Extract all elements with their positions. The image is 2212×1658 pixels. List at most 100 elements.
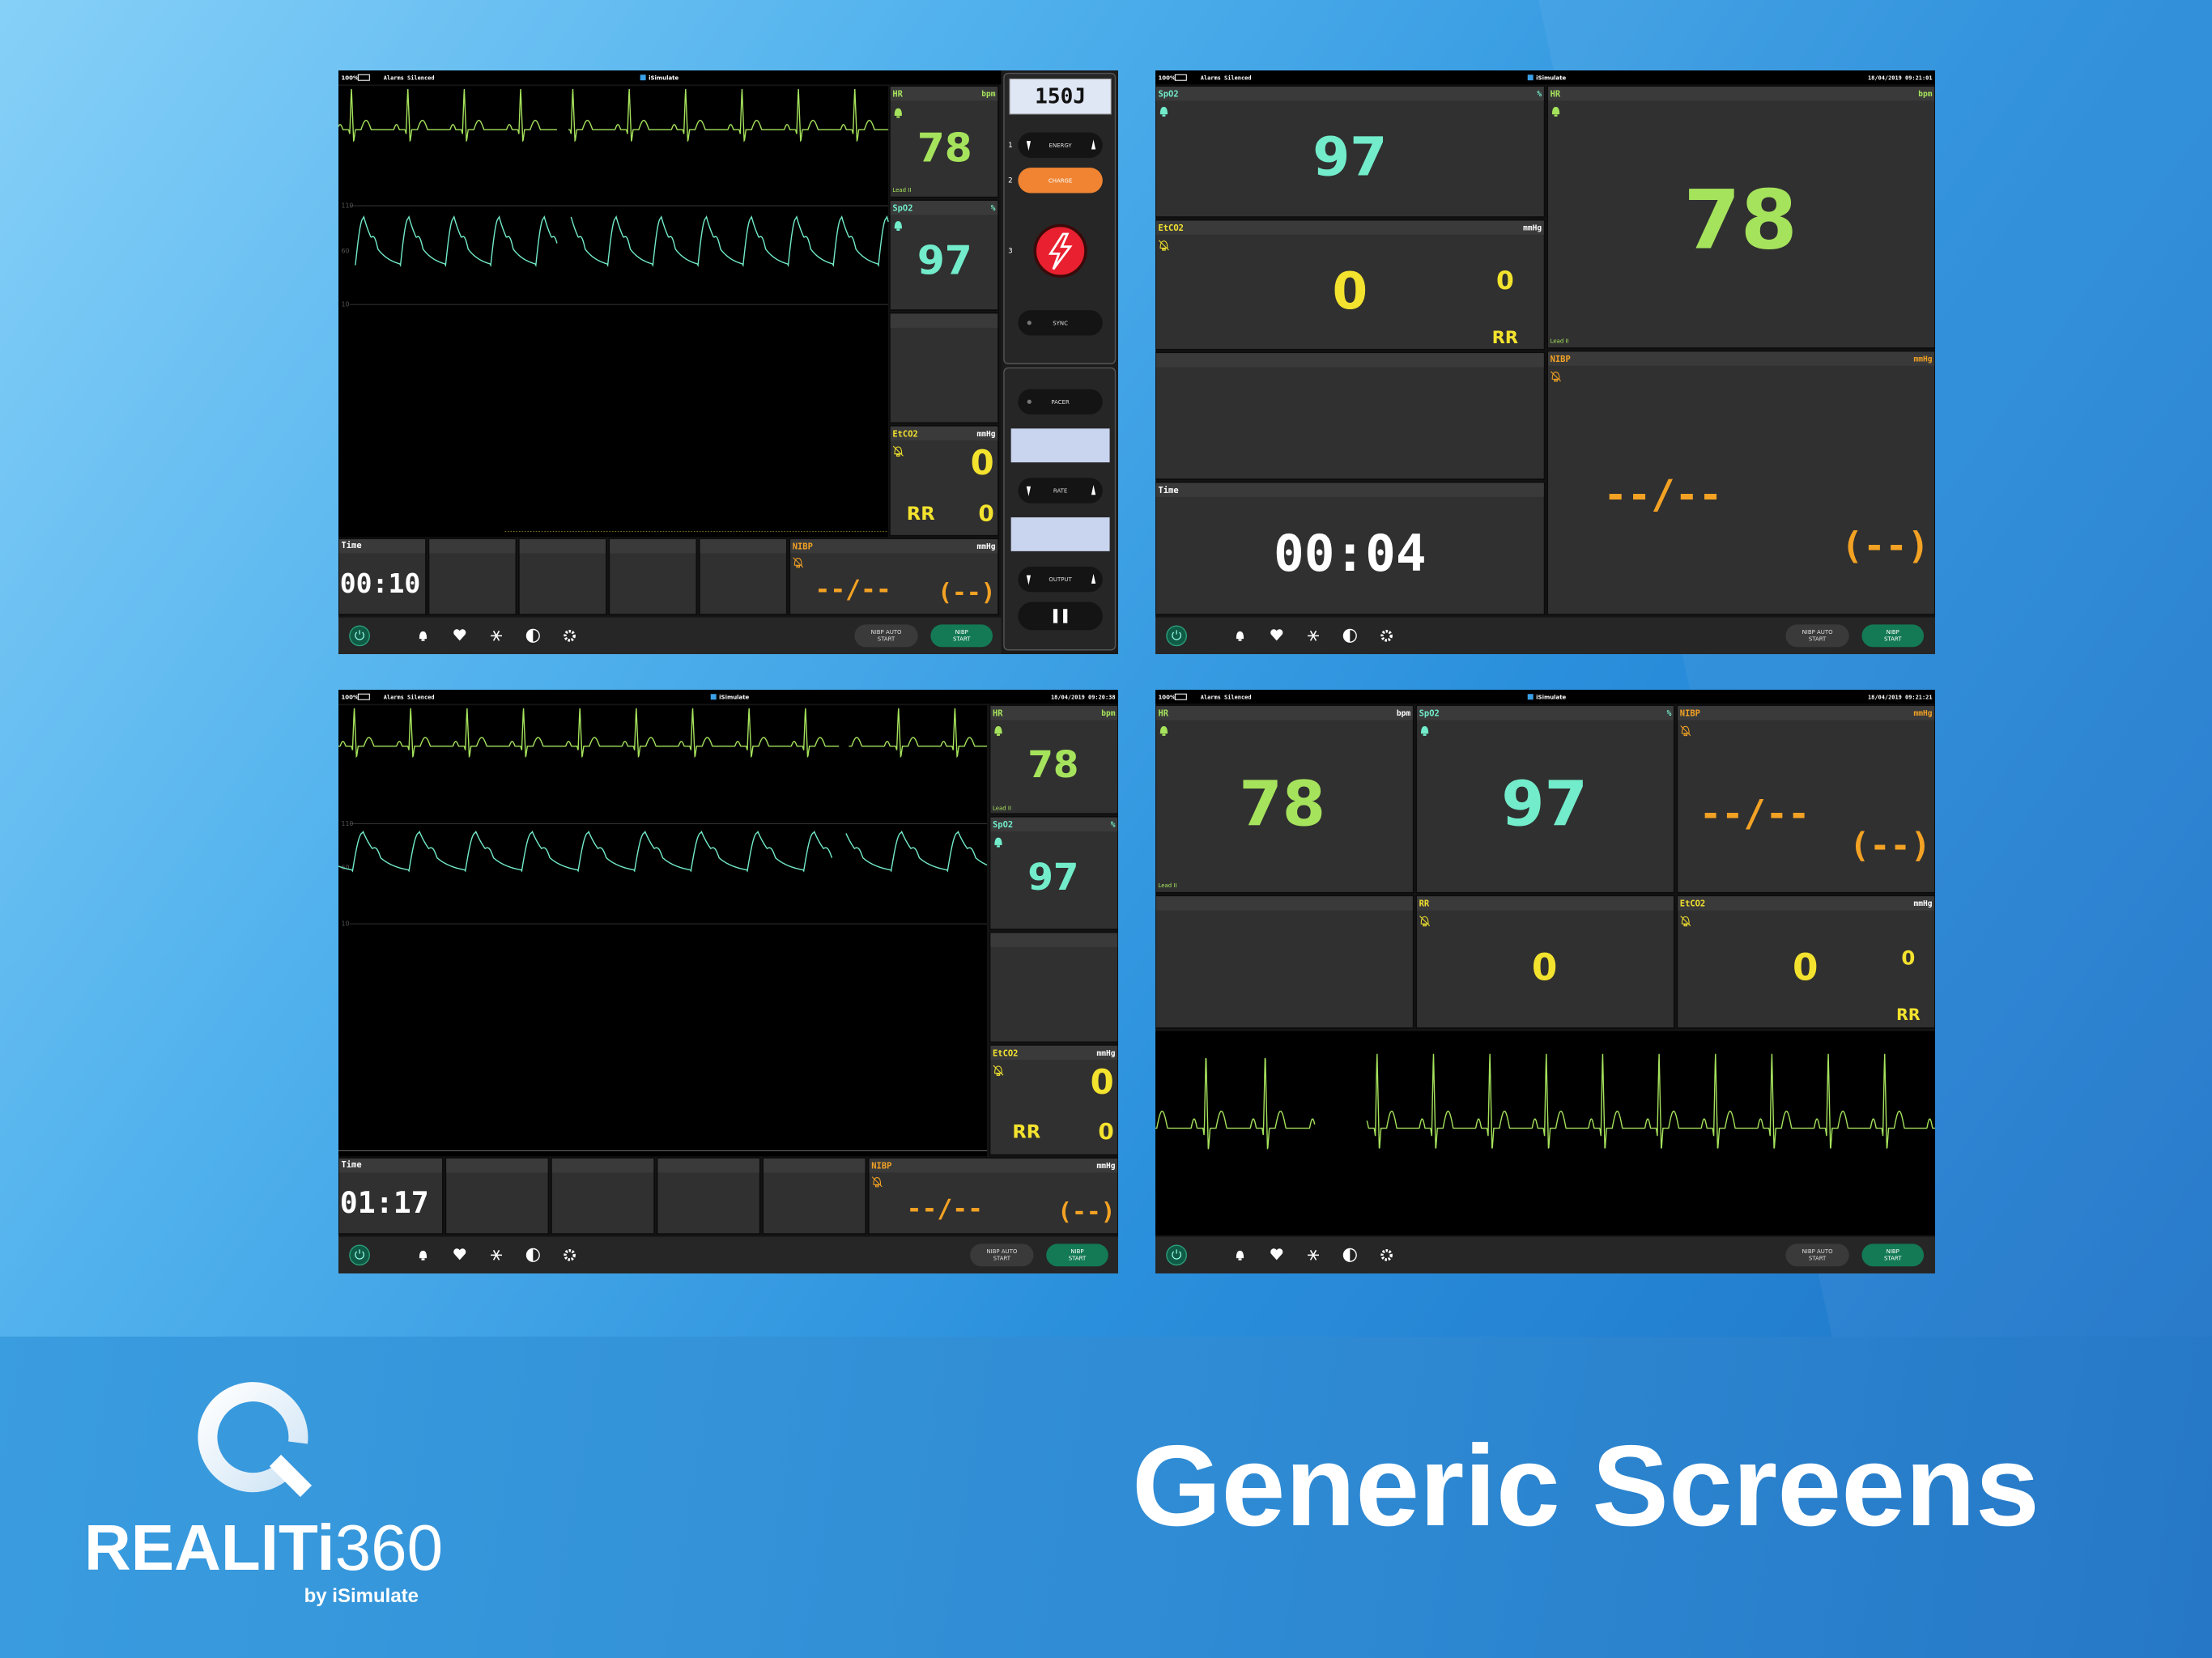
power-shape[interactable] bbox=[349, 1244, 371, 1266]
sync-button[interactable]: SYNC bbox=[1018, 310, 1103, 336]
freeze-glyph[interactable] bbox=[1309, 630, 1317, 641]
alarm-off bbox=[871, 1176, 883, 1188]
freeze-button[interactable] bbox=[1308, 630, 1320, 641]
freeze-button[interactable] bbox=[491, 630, 503, 641]
pause-shape[interactable] bbox=[1018, 602, 1103, 631]
shock-shape[interactable] bbox=[1033, 223, 1087, 278]
nibp-value: --/-- bbox=[907, 1195, 983, 1224]
shock-bolt[interactable] bbox=[1048, 232, 1073, 270]
contrast-half[interactable] bbox=[1343, 629, 1351, 643]
panel-unit: mmHg bbox=[1913, 355, 1932, 364]
settings-button[interactable] bbox=[564, 630, 576, 642]
contrast-half[interactable] bbox=[526, 629, 534, 643]
nibp-start-button-shape[interactable] bbox=[1046, 1244, 1108, 1267]
brand-icon bbox=[1527, 74, 1534, 81]
freeze-button[interactable] bbox=[491, 1249, 503, 1261]
alarm-button[interactable] bbox=[1236, 1250, 1244, 1261]
power-glyph[interactable] bbox=[355, 1249, 364, 1260]
pacer-button-shape[interactable] bbox=[1018, 389, 1103, 414]
panel-label: NIBP bbox=[871, 1162, 891, 1171]
nibp-start-button-shape[interactable] bbox=[1861, 624, 1925, 648]
freeze-glyph[interactable] bbox=[492, 630, 500, 641]
panel-header bbox=[610, 539, 696, 554]
freeze-glyph[interactable] bbox=[492, 1249, 500, 1261]
nibp-auto-button-shape[interactable] bbox=[854, 624, 918, 648]
power-button[interactable] bbox=[1166, 1244, 1188, 1266]
settings-button[interactable] bbox=[1380, 630, 1393, 642]
power-shape[interactable] bbox=[1166, 625, 1188, 647]
sync-button-shape[interactable] bbox=[1018, 310, 1103, 336]
contrast-button[interactable] bbox=[525, 628, 540, 643]
charge-button-shape[interactable] bbox=[1018, 168, 1103, 193]
nibp-auto-button-shape[interactable] bbox=[1785, 624, 1849, 648]
power-button[interactable] bbox=[349, 625, 371, 647]
contrast-half[interactable] bbox=[1343, 1248, 1351, 1262]
rate-button[interactable]: RATE bbox=[1018, 478, 1103, 504]
lead-label: Lead II bbox=[993, 805, 1011, 811]
hr-value: 78 bbox=[1239, 768, 1325, 840]
power-shape[interactable] bbox=[1166, 1244, 1188, 1266]
output-button[interactable]: OUTPUT bbox=[1018, 567, 1103, 593]
freeze-button[interactable] bbox=[1308, 1249, 1320, 1261]
charge-button[interactable]: CHARGE bbox=[1018, 168, 1103, 193]
panel bbox=[1415, 704, 1675, 894]
alarm-button[interactable] bbox=[419, 631, 428, 641]
pause-bar[interactable] bbox=[1053, 609, 1058, 623]
time-label: Time bbox=[1158, 486, 1178, 495]
shock-button[interactable] bbox=[1033, 223, 1087, 278]
alarm-icon bbox=[793, 558, 802, 568]
spo2-value: 97 bbox=[1312, 126, 1387, 189]
ecg-wave bbox=[1155, 1057, 1316, 1150]
increase-arrow[interactable] bbox=[1091, 139, 1096, 150]
power-glyph[interactable] bbox=[1172, 630, 1181, 640]
decrease-arrow[interactable] bbox=[1026, 575, 1032, 585]
power-shape[interactable] bbox=[349, 625, 371, 647]
nibp-auto-button-shape[interactable] bbox=[970, 1244, 1034, 1267]
alarm-button[interactable] bbox=[1236, 631, 1244, 641]
nibp-auto-button-shape[interactable] bbox=[1785, 1244, 1849, 1267]
settings-button[interactable] bbox=[564, 1249, 576, 1261]
alarm-button[interactable] bbox=[419, 1250, 428, 1261]
heart-button[interactable] bbox=[1270, 1248, 1283, 1261]
increase-arrow[interactable] bbox=[1091, 485, 1096, 495]
heart-button[interactable] bbox=[1270, 629, 1283, 641]
increase-arrow[interactable] bbox=[1091, 573, 1096, 584]
heart-button[interactable] bbox=[453, 1248, 466, 1261]
energy-button[interactable]: ENERGY bbox=[1018, 132, 1103, 158]
pacer-button[interactable]: PACER bbox=[1018, 389, 1103, 414]
panel-header bbox=[1155, 706, 1413, 721]
decrease-arrow[interactable] bbox=[1026, 141, 1032, 151]
nibp-start-button-label: START bbox=[1069, 1256, 1087, 1262]
energy-button-shape[interactable] bbox=[1018, 132, 1103, 158]
charge-button-label: CHARGE bbox=[1049, 177, 1072, 184]
freeze-glyph[interactable] bbox=[1309, 1249, 1317, 1261]
contrast-button[interactable] bbox=[1342, 628, 1357, 643]
contrast-button[interactable] bbox=[1342, 1248, 1357, 1262]
contrast-button[interactable] bbox=[525, 1248, 540, 1262]
brand-name: REALITi360 bbox=[84, 1516, 443, 1580]
rate-button-shape[interactable] bbox=[1018, 478, 1103, 504]
decrease-arrow[interactable] bbox=[1026, 486, 1032, 496]
heart-button[interactable] bbox=[453, 629, 466, 641]
nibp-start-button-shape[interactable] bbox=[1861, 1244, 1925, 1267]
output-button-shape[interactable] bbox=[1018, 567, 1103, 593]
contrast-half[interactable] bbox=[526, 1248, 534, 1262]
power-glyph[interactable] bbox=[355, 630, 364, 640]
nibp-start-button-shape[interactable] bbox=[930, 624, 993, 648]
power-button[interactable] bbox=[349, 1244, 371, 1266]
settings-button[interactable] bbox=[1380, 1249, 1393, 1261]
pause-bar[interactable] bbox=[1063, 609, 1068, 623]
panel-header bbox=[1417, 896, 1674, 911]
panel bbox=[1676, 704, 1935, 894]
pause-button[interactable] bbox=[1018, 602, 1103, 631]
power-button[interactable] bbox=[1166, 625, 1188, 647]
power-glyph[interactable] bbox=[1172, 1249, 1181, 1260]
